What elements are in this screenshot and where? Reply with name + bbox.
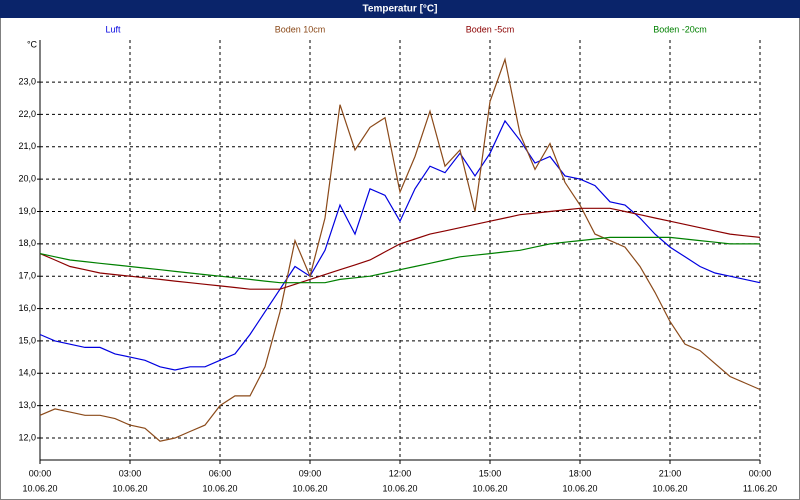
y-tick-label: 18,0	[18, 238, 36, 248]
x-tick-date: 10.06.20	[382, 483, 417, 493]
y-tick-label: 14,0	[18, 368, 36, 378]
y-axis-label: °C	[27, 39, 38, 49]
x-tick-date: 10.06.20	[292, 483, 327, 493]
x-tick-label: 12:00	[389, 468, 412, 478]
chart-title: Temperatur [°C]	[363, 4, 438, 15]
y-tick-label: 20,0	[18, 174, 36, 184]
y-tick-label: 13,0	[18, 400, 36, 410]
legend-entry: Boden -20cm	[653, 24, 707, 34]
x-tick-label: 00:00	[749, 468, 772, 478]
y-tick-label: 12,0	[18, 432, 36, 442]
y-tick-label: 16,0	[18, 303, 36, 313]
series-line	[39, 236, 760, 284]
series-line	[39, 119, 761, 371]
y-tick-label: 23,0	[18, 76, 36, 86]
x-tick-label: 21:00	[659, 468, 682, 478]
x-tick-label: 06:00	[209, 468, 232, 478]
series-line	[39, 207, 761, 290]
x-tick-date: 10.06.20	[652, 483, 687, 493]
x-tick-date: 10.06.20	[112, 483, 147, 493]
x-tick-label: 00:00	[29, 468, 52, 478]
x-tick-label: 03:00	[119, 468, 142, 478]
y-tick-label: 22,0	[18, 109, 36, 119]
x-tick-label: 09:00	[299, 468, 322, 478]
y-tick-label: 17,0	[18, 271, 36, 281]
x-tick-label: 15:00	[479, 468, 502, 478]
legend-entry: Boden -5cm	[466, 24, 515, 34]
x-tick-date: 10.06.20	[472, 483, 507, 493]
y-tick-label: 19,0	[18, 206, 36, 216]
x-tick-date: 10.06.20	[22, 483, 57, 493]
y-tick-label: 21,0	[18, 141, 36, 151]
x-tick-label: 18:00	[569, 468, 592, 478]
x-tick-date: 10.06.20	[562, 483, 597, 493]
y-tick-label: 15,0	[18, 335, 36, 345]
legend-entry: Boden 10cm	[275, 24, 326, 34]
series-line	[39, 57, 761, 442]
title-bar	[0, 0, 800, 18]
x-tick-date: 11.06.20	[743, 483, 777, 493]
x-tick-date: 10.06.20	[202, 483, 237, 493]
legend-entry: Luft	[105, 24, 121, 34]
